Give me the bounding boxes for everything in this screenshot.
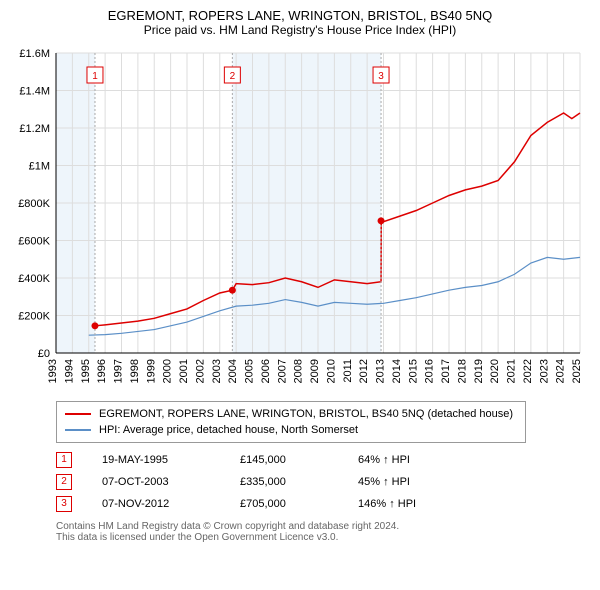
svg-text:2025: 2025: [571, 359, 583, 383]
svg-text:2006: 2006: [260, 359, 272, 383]
sale-badge: 2: [56, 474, 72, 490]
svg-text:1: 1: [92, 71, 98, 82]
footer-attribution: Contains HM Land Registry data © Crown c…: [56, 521, 590, 543]
svg-text:1994: 1994: [63, 359, 75, 383]
svg-text:2019: 2019: [473, 359, 485, 383]
svg-text:2004: 2004: [227, 359, 239, 383]
sale-hpi: 45% ↑ HPI: [358, 471, 468, 493]
sale-date: 07-NOV-2012: [102, 493, 222, 515]
svg-text:2018: 2018: [456, 359, 468, 383]
svg-text:2023: 2023: [538, 359, 550, 383]
svg-text:1996: 1996: [96, 359, 108, 383]
svg-text:2000: 2000: [162, 359, 174, 383]
svg-text:2013: 2013: [375, 359, 387, 383]
svg-text:£1.6M: £1.6M: [19, 48, 50, 60]
svg-text:2017: 2017: [440, 359, 452, 383]
svg-text:2008: 2008: [293, 359, 305, 383]
svg-text:2011: 2011: [342, 359, 354, 383]
chart-subtitle: Price paid vs. HM Land Registry's House …: [10, 23, 590, 37]
sale-price: £335,000: [240, 471, 340, 493]
svg-text:1998: 1998: [129, 359, 141, 383]
svg-text:2024: 2024: [555, 359, 567, 383]
sale-badge: 3: [56, 496, 72, 512]
sale-badge: 1: [56, 452, 72, 468]
svg-text:1993: 1993: [47, 359, 59, 383]
legend-swatch: [65, 429, 91, 431]
footer-line-2: This data is licensed under the Open Gov…: [56, 532, 590, 543]
chart-container: EGREMONT, ROPERS LANE, WRINGTON, BRISTOL…: [0, 0, 600, 553]
svg-text:1995: 1995: [80, 359, 92, 383]
sale-date: 07-OCT-2003: [102, 471, 222, 493]
line-chart: £0 £200K £400K £600K £800K £1M £1.2M £1.4M £1.6M…: [10, 43, 590, 393]
chart-title: EGREMONT, ROPERS LANE, WRINGTON, BRISTOL…: [10, 8, 590, 23]
svg-text:3: 3: [378, 71, 384, 82]
svg-text:2022: 2022: [522, 359, 534, 383]
sale-row: 3 07-NOV-2012 £705,000 146% ↑ HPI: [56, 493, 590, 515]
sale-price: £705,000: [240, 493, 340, 515]
chart-area: £0 £200K £400K £600K £800K £1M £1.2M £1.4M £1.6M…: [10, 43, 590, 393]
svg-text:2005: 2005: [244, 359, 256, 383]
svg-text:£200K: £200K: [18, 311, 50, 323]
sale-date: 19-MAY-1995: [102, 449, 222, 471]
sale-row: 1 19-MAY-1995 £145,000 64% ↑ HPI: [56, 449, 590, 471]
svg-text:1997: 1997: [113, 359, 125, 383]
svg-text:£0: £0: [38, 348, 50, 360]
footer-line-1: Contains HM Land Registry data © Crown c…: [56, 521, 590, 532]
sale-row: 2 07-OCT-2003 £335,000 45% ↑ HPI: [56, 471, 590, 493]
svg-text:£800K: £800K: [18, 198, 50, 210]
svg-text:2015: 2015: [407, 359, 419, 383]
sales-table: 1 19-MAY-1995 £145,000 64% ↑ HPI 2 07-OCT-200…: [56, 449, 590, 515]
svg-text:2014: 2014: [391, 359, 403, 383]
svg-text:2: 2: [230, 71, 236, 82]
svg-text:2007: 2007: [276, 359, 288, 383]
svg-text:2009: 2009: [309, 359, 321, 383]
svg-text:£400K: £400K: [18, 273, 50, 285]
svg-text:2001: 2001: [178, 359, 190, 383]
svg-text:£1.4M: £1.4M: [19, 86, 50, 98]
svg-text:2012: 2012: [358, 359, 370, 383]
svg-text:2021: 2021: [506, 359, 518, 383]
svg-text:2003: 2003: [211, 359, 223, 383]
sale-hpi: 64% ↑ HPI: [358, 449, 468, 471]
legend-swatch: [65, 413, 91, 415]
legend-item: EGREMONT, ROPERS LANE, WRINGTON, BRISTOL…: [65, 406, 517, 422]
legend-label: EGREMONT, ROPERS LANE, WRINGTON, BRISTOL…: [99, 406, 513, 422]
svg-text:£1M: £1M: [29, 161, 50, 173]
svg-text:2010: 2010: [325, 359, 337, 383]
svg-text:1999: 1999: [145, 359, 157, 383]
svg-text:£600K: £600K: [18, 236, 50, 248]
svg-text:2020: 2020: [489, 359, 501, 383]
legend-label: HPI: Average price, detached house, Nort…: [99, 422, 358, 438]
svg-text:£1.2M: £1.2M: [19, 123, 50, 135]
legend-item: HPI: Average price, detached house, Nort…: [65, 422, 517, 438]
sale-price: £145,000: [240, 449, 340, 471]
svg-text:2002: 2002: [194, 359, 206, 383]
svg-text:2016: 2016: [424, 359, 436, 383]
sale-hpi: 146% ↑ HPI: [358, 493, 468, 515]
legend: EGREMONT, ROPERS LANE, WRINGTON, BRISTOL…: [56, 401, 526, 443]
